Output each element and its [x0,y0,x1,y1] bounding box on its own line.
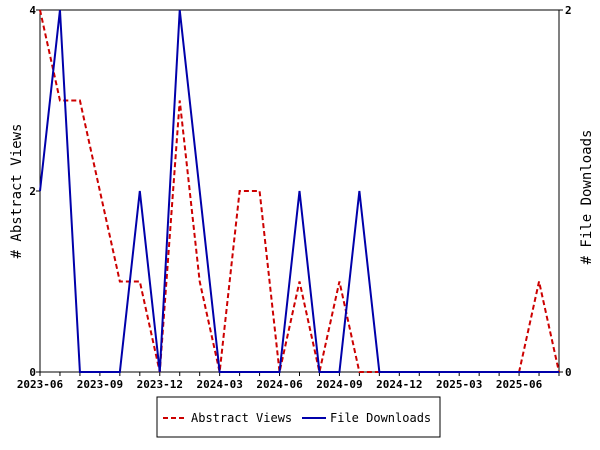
x-tick-label: 2025-06 [496,378,543,391]
y2-tick-label: 2 [565,4,572,17]
x-tick-label: 2025-03 [436,378,482,391]
x-tick-label: 2024-03 [196,378,242,391]
x-tick-label: 2024-12 [376,378,422,391]
x-tick-label: 2023-09 [77,378,123,391]
legend-label-abstract-views: Abstract Views [191,411,292,425]
y-axis-title: # Abstract Views [9,124,25,259]
x-tick-label: 2024-06 [256,378,303,391]
x-tick-label: 2024-09 [316,378,362,391]
y-tick-label: 2 [29,185,36,198]
y-tick-label: 4 [29,4,36,17]
x-axis-ticks: 2023-06 2023-09 2023-12 2024-03 2024-06 2024-… [17,372,560,391]
y2-tick-label: 0 [565,366,572,379]
x-tick-label: 2023-06 [17,378,64,391]
y-axis-ticks: 0 2 4 [29,4,40,379]
legend: Abstract Views File Downloads [156,396,441,438]
legend-box [156,396,441,438]
legend-label-file-downloads: File Downloads [330,411,431,425]
y-tick-label: 0 [29,366,36,379]
y2-axis-ticks: 02 [559,4,572,379]
series-layer [39,9,560,373]
y2-axis-title: # File Downloads [579,130,595,265]
x-tick-label: 2023-12 [137,378,183,391]
